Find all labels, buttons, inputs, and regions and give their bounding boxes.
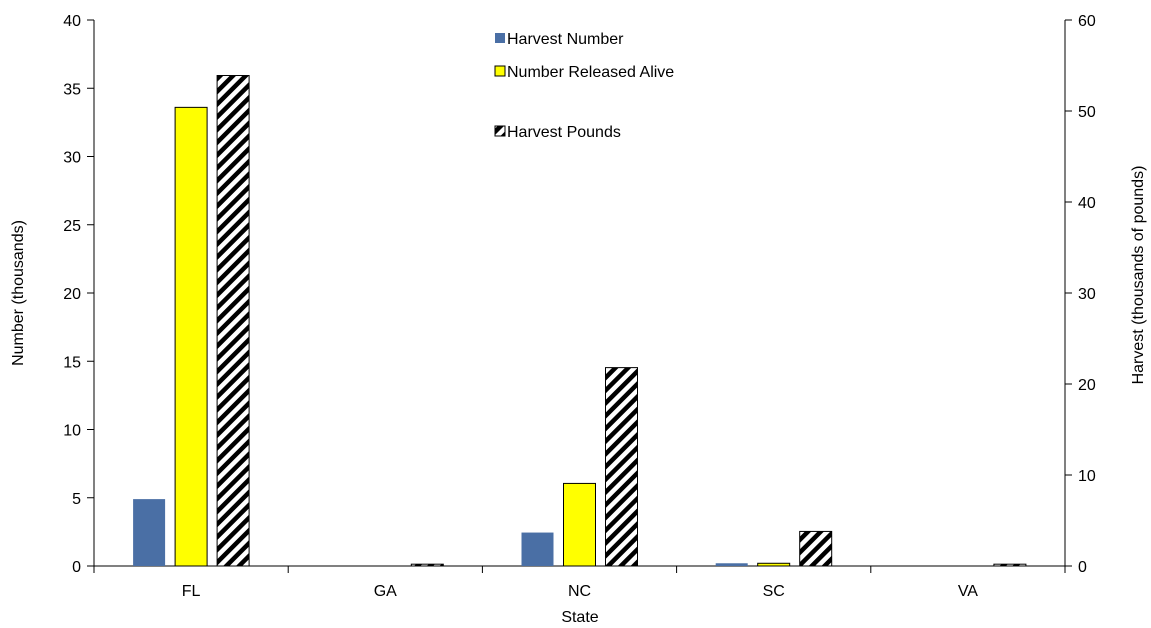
bar-harvest-pounds-nc <box>605 367 638 567</box>
right-y-tick-label: 40 <box>1078 195 1096 212</box>
bar-harvest-number-nc <box>521 532 554 566</box>
bar-harvest-number-fl <box>133 499 166 566</box>
left-y-tick-label: 25 <box>63 218 81 235</box>
y2-axis-title: Harvest (thousands of pounds) <box>1130 166 1147 385</box>
bar-number-released-alive-sc <box>757 562 791 567</box>
left-y-tick-label: 5 <box>72 491 81 508</box>
bar-harvest-number-sc <box>715 563 748 566</box>
bar-harvest-pounds-va <box>993 563 1027 567</box>
bar-harvest-pounds-ga <box>410 563 444 567</box>
legend-swatch-number-released-alive <box>494 65 506 77</box>
x-ticks: FL GA NC SC VA <box>93 566 1066 600</box>
x-tick-label: SC <box>763 583 785 600</box>
legend-label-harvest-pounds: Harvest Pounds <box>507 124 621 141</box>
bar-harvest-pounds-sc <box>799 530 833 567</box>
x-tick-label: VA <box>958 583 978 600</box>
left-y-ticks: 0 5 10 15 20 25 30 35 40 <box>63 13 94 576</box>
left-y-tick-label: 20 <box>63 286 81 303</box>
legend-swatch-harvest-pounds <box>494 125 506 137</box>
bar-harvest-pounds-fl <box>216 75 250 567</box>
bar-number-released-alive-fl <box>174 106 208 567</box>
x-tick-label: GA <box>374 583 397 600</box>
legend: Harvest Number Number Released Alive Har… <box>494 31 674 141</box>
bars <box>133 75 1027 567</box>
x-tick-label: FL <box>182 583 201 600</box>
bar-number-released-alive-nc <box>563 482 596 567</box>
right-y-ticks: 0 10 20 30 40 50 60 <box>1065 13 1096 576</box>
x-axis-title: State <box>561 609 598 626</box>
legend-label-harvest-number: Harvest Number <box>507 31 624 48</box>
left-y-tick-label: 15 <box>63 354 81 371</box>
right-y-tick-label: 60 <box>1078 13 1096 30</box>
x-tick-label: NC <box>568 583 591 600</box>
right-y-tick-label: 30 <box>1078 286 1096 303</box>
right-y-tick-label: 0 <box>1078 559 1087 576</box>
right-y-tick-label: 20 <box>1078 377 1096 394</box>
legend-swatch-harvest-number <box>495 33 505 43</box>
left-y-tick-label: 30 <box>63 150 81 167</box>
left-y-tick-label: 10 <box>63 423 81 440</box>
left-y-tick-label: 40 <box>63 13 81 30</box>
left-y-tick-label: 0 <box>72 559 81 576</box>
right-y-tick-label: 50 <box>1078 104 1096 121</box>
y-axis-title: Number (thousands) <box>10 220 27 366</box>
left-y-tick-label: 35 <box>63 81 81 98</box>
legend-label-number-released-alive: Number Released Alive <box>507 64 674 81</box>
right-y-tick-label: 10 <box>1078 468 1096 485</box>
